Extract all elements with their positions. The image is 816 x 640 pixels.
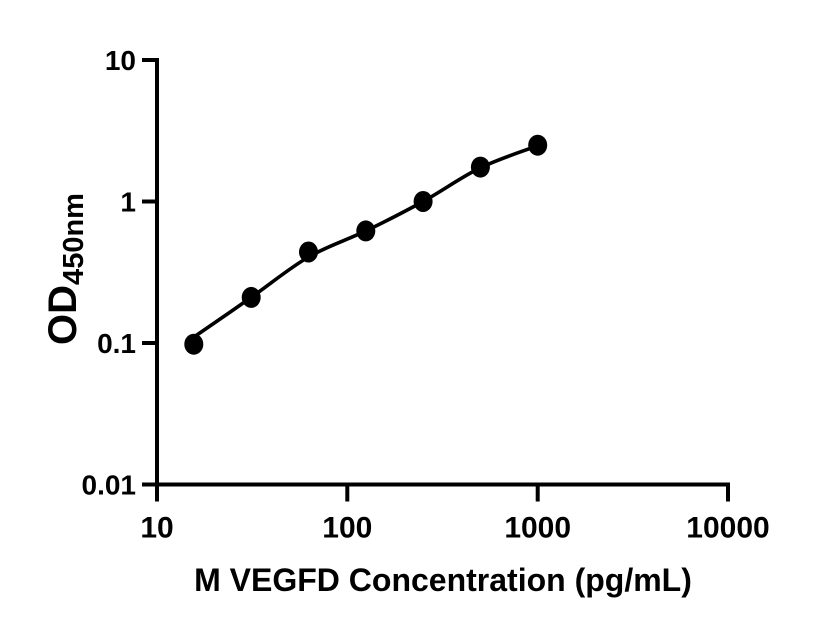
y-tick-label: 1 <box>120 187 136 218</box>
y-axis-title: OD450nm <box>41 193 90 345</box>
data-point-marker <box>184 333 204 355</box>
data-point-marker <box>413 191 433 212</box>
x-tick-label: 1000 <box>504 512 571 545</box>
y-axis-title-main: OD <box>41 285 85 345</box>
data-point-marker <box>356 220 376 242</box>
y-tick-label: 10 <box>105 45 136 76</box>
data-series-group <box>184 134 548 355</box>
data-point-marker <box>470 156 490 178</box>
data-point-marker <box>241 286 261 308</box>
x-tick-label: 100 <box>322 512 372 545</box>
y-axis-title-subscript: 450nm <box>58 193 90 285</box>
y-tick-label: 0.1 <box>97 328 136 359</box>
x-tick-label: 10 <box>140 512 173 545</box>
y-tick-label: 0.01 <box>82 470 137 501</box>
x-axis-title: M VEGFD Concentration (pg/mL) <box>194 562 692 598</box>
x-tick-label: 10000 <box>686 512 769 545</box>
data-point-marker <box>299 241 318 263</box>
data-point-marker <box>528 134 548 156</box>
